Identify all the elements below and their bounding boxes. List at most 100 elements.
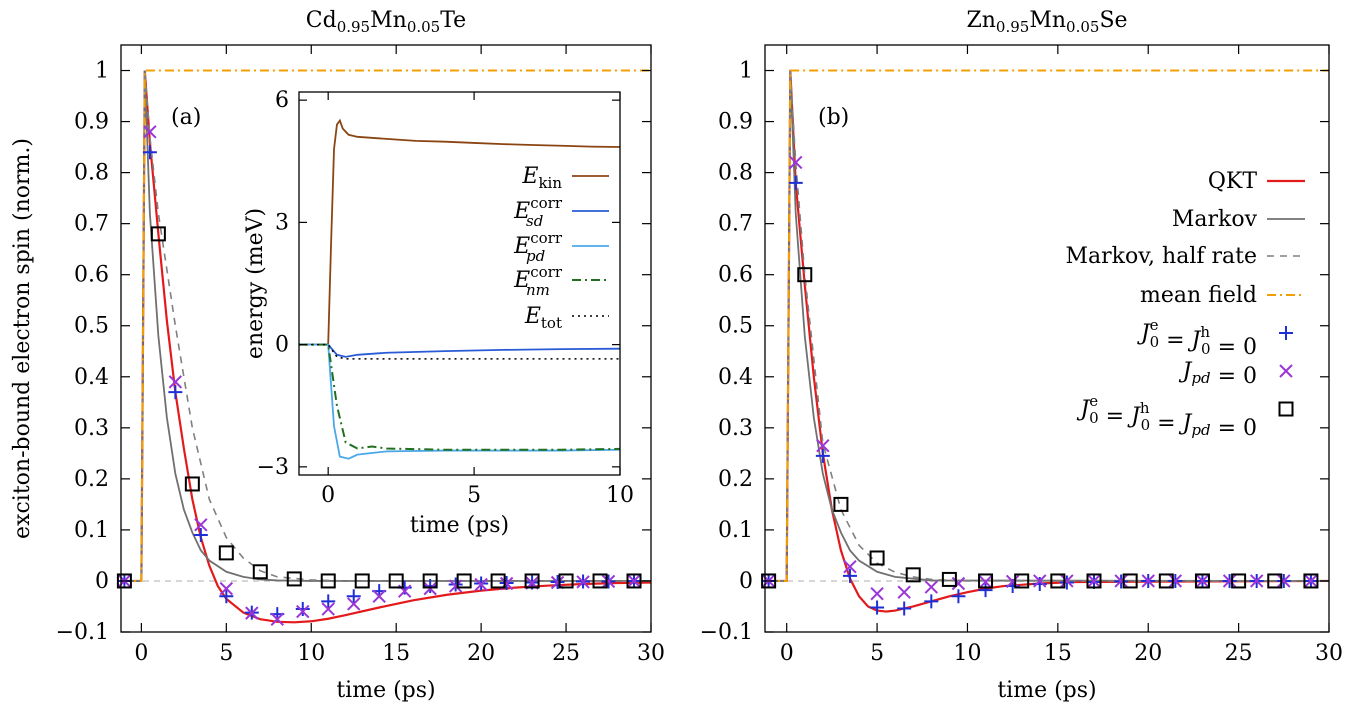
legend-marker <box>1278 401 1294 417</box>
inset-x-axis-label: time (ps) <box>410 513 509 538</box>
series-j0e-j0h-jpd-0-point <box>490 573 506 589</box>
y-tick-label: 0.5 <box>718 314 753 339</box>
legend-symbol: E <box>521 164 538 189</box>
y-tick-label: 0.2 <box>74 467 109 492</box>
series-j0e-j0h-jpd-0-point <box>116 573 132 589</box>
legend-operator: 0 <box>1243 364 1257 389</box>
series-jpd-0-point <box>978 575 993 589</box>
title-text: Mn <box>370 8 407 33</box>
legend-operator: = <box>1211 364 1243 389</box>
inset-y-tick-label: 3 <box>275 210 289 235</box>
title-text: Se <box>1099 8 1127 33</box>
legend-symbol: J <box>1179 411 1193 436</box>
series-jpd-0-point <box>1141 574 1155 588</box>
series-j0e-j0h-0-point <box>815 448 830 463</box>
legend-subscript: 0 <box>1150 333 1160 351</box>
y-tick-label: 0 <box>739 569 753 594</box>
series-jpd-0-point <box>789 155 803 170</box>
legend-subscript: 0 <box>1089 409 1099 427</box>
series-j0e-j0h-jpd-0-point <box>286 571 302 587</box>
y-tick-label: −0.1 <box>56 620 109 645</box>
y-tick-label: 0.8 <box>74 161 109 186</box>
series-j0e-j0h-jpd-0-point <box>354 573 370 589</box>
y-tick-label: 0.4 <box>74 365 109 390</box>
inset-y-tick-label: 0 <box>275 333 289 358</box>
series-jpd-0-point <box>897 585 911 599</box>
series-j0e-j0h-jpd-0-point <box>978 573 994 589</box>
panel-label: (b) <box>818 105 849 130</box>
series-j0e-j0h-0-point <box>788 175 803 190</box>
title-subscript: 0.95 <box>337 18 370 36</box>
series-j0e-j0h-jpd-0-point <box>558 573 574 589</box>
y-tick-label: 0.5 <box>74 314 109 339</box>
series-j0e-j0h-0-point <box>448 577 463 592</box>
x-tick-label: 15 <box>1044 641 1072 666</box>
series-jpd-0-point <box>1087 574 1101 588</box>
legend-subscript: tot <box>541 314 562 332</box>
series-jpd-0-point <box>321 602 335 616</box>
series-jpd-0-point <box>951 576 966 591</box>
series-j0e-j0h-jpd-0-point <box>1122 573 1138 589</box>
series-jpd-0-point <box>296 604 310 619</box>
inset-series-e-tot-line <box>299 343 620 360</box>
series-j0e-j0h-0-point <box>423 579 438 594</box>
series-j0e-j0h-0-point <box>346 589 361 604</box>
series-j0e-j0h-0-point <box>978 583 993 598</box>
series-j0e-j0h-jpd-0-point <box>388 573 404 589</box>
series-jpd-0-point <box>270 612 284 626</box>
series-jpd-0-point <box>1277 574 1291 588</box>
legend-label: QKT <box>1208 169 1257 194</box>
y-tick-label: 0.7 <box>718 212 753 237</box>
y-axis-label: exciton-bound electron spin (norm.) <box>10 138 35 539</box>
legend-symbol: J <box>1179 359 1193 384</box>
inset-x-tick-label: 10 <box>606 483 634 508</box>
y-tick-label: 0 <box>95 569 109 594</box>
series-jpd-0-point <box>1060 574 1074 588</box>
series-jpd-0-point <box>1168 574 1183 588</box>
legend-operator: = <box>1159 328 1191 353</box>
y-tick-label: 0.9 <box>74 110 109 135</box>
series-j0e-j0h-jpd-0-point <box>184 476 200 492</box>
series-j0e-j0h-jpd-0-point <box>905 567 921 583</box>
x-axis-label: time (ps) <box>997 678 1096 703</box>
x-tick-label: 15 <box>382 641 410 666</box>
x-tick-label: 30 <box>1315 641 1343 666</box>
series-j0e-j0h-0-point <box>951 589 966 604</box>
y-tick-label: 0.1 <box>74 518 109 543</box>
series-j0e-j0h-jpd-0-point <box>150 226 166 242</box>
series-j0e-j0h-0-point <box>924 594 939 609</box>
series-j0e-j0h-jpd-0-point <box>626 573 642 589</box>
y-tick-label: 0.1 <box>718 518 753 543</box>
series-j0e-j0h-0-point <box>295 602 310 617</box>
legend-subscript: 0 <box>1201 340 1211 358</box>
legend-operator: = <box>1211 416 1243 441</box>
series-jpd-0-point <box>1249 574 1264 588</box>
inset-legend-label: Ecorr pd <box>513 229 563 265</box>
legend-panel-b: QKT Markov Markov, half rate mean field Je 0 … <box>1066 169 1305 441</box>
series-j0e-j0h-jpd-0-point <box>1194 573 1210 589</box>
series-jpd-0-point <box>870 587 884 601</box>
x-tick-label: 0 <box>134 641 148 666</box>
legend-label: Markov, half rate <box>1066 244 1258 269</box>
inset-legend-label: Ecorr sd <box>513 194 563 230</box>
legend-subscript: pd <box>1191 369 1210 387</box>
series-j0e-j0h-jpd-0-point <box>1014 573 1030 589</box>
x-tick-label: 0 <box>780 641 794 666</box>
series-jpd-0-point <box>194 518 208 532</box>
legend-superscript: h <box>1200 323 1210 341</box>
legend-label: Jpd = 0 <box>1179 359 1257 389</box>
legend-symbol: J <box>1127 404 1141 429</box>
series-jpd-0-point <box>372 589 386 603</box>
inset-y-axis-label: energy (meV) <box>243 208 268 359</box>
series-j0e-j0h-jpd-0-point <box>1050 573 1066 589</box>
series-jpd-0-point <box>816 438 830 453</box>
legend-superscript: corr <box>530 229 563 247</box>
title-text: Cd <box>306 8 337 33</box>
inset-frame <box>298 91 621 476</box>
x-tick-label: 20 <box>1134 641 1162 666</box>
series-j0e-j0h-0-point <box>897 601 912 616</box>
series-j0e-j0h-jpd-0-point <box>218 545 234 561</box>
title-text: Te <box>440 8 466 33</box>
legend-operator: 0 <box>1243 416 1257 441</box>
series-j0e-j0h-jpd-0-point <box>869 550 885 566</box>
